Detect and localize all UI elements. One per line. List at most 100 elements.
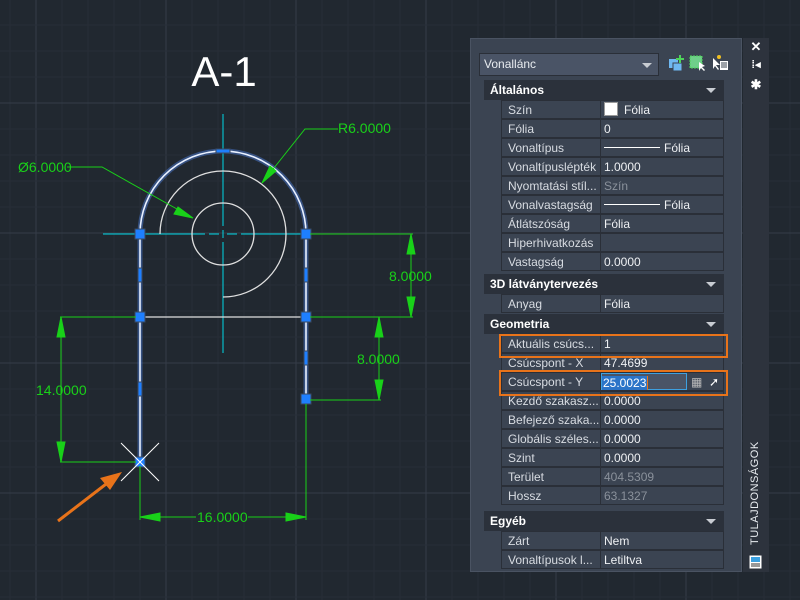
- property-value: Fólia: [664, 198, 691, 212]
- property-value-cell[interactable]: Nem: [601, 531, 724, 550]
- grip-mid[interactable]: [303, 350, 309, 366]
- auto-hide-icon[interactable]: ⁞◂: [751, 59, 761, 71]
- select-objects-icon[interactable]: [689, 54, 707, 72]
- property-value: Fólia: [604, 217, 631, 231]
- property-label: Zárt: [501, 531, 601, 550]
- property-row[interactable]: Zárt Nem: [501, 531, 724, 550]
- property-value: Letiltva: [604, 553, 643, 567]
- property-row[interactable]: Hiperhivatkozás: [501, 233, 724, 252]
- grip-mid[interactable]: [303, 267, 309, 283]
- property-label: Hossz: [501, 486, 601, 505]
- property-value-cell[interactable]: 0.0000: [601, 391, 724, 410]
- property-value-cell[interactable]: 404.5309: [601, 467, 724, 486]
- grip[interactable]: [300, 228, 312, 240]
- palette-title: TULAJDONSÁGOK: [749, 441, 761, 545]
- property-value-cell[interactable]: 0.0000: [601, 448, 724, 467]
- property-value: 0.0000: [604, 451, 641, 465]
- properties-icon[interactable]: [749, 555, 762, 569]
- property-row[interactable]: Szint 0.0000: [501, 448, 724, 467]
- grip[interactable]: [134, 228, 146, 240]
- section-header[interactable]: 3D látványtervezés: [484, 274, 724, 294]
- property-row[interactable]: Hossz 63.1327: [501, 486, 724, 505]
- property-value-cell[interactable]: Fólia: [601, 138, 724, 157]
- property-row[interactable]: Szín Fólia: [501, 100, 724, 119]
- property-value-cell[interactable]: 0: [601, 119, 724, 138]
- vertex-cursor-icon: [120, 442, 160, 482]
- grip[interactable]: [300, 311, 312, 323]
- property-value-cell[interactable]: Fólia: [601, 214, 724, 233]
- section-header[interactable]: Geometria: [484, 314, 724, 334]
- hole-circle[interactable]: [191, 202, 255, 266]
- property-row[interactable]: Nyomtatási stíl... Szín: [501, 176, 724, 195]
- dim-radius: R6.0000: [338, 120, 391, 136]
- chevron-down-icon: [706, 519, 716, 524]
- property-value-cell[interactable]: 63.1327: [601, 486, 724, 505]
- section-header[interactable]: Egyéb: [484, 511, 724, 531]
- object-type-value: Vonallánc: [484, 57, 537, 71]
- property-value-cell[interactable]: Fólia: [601, 294, 724, 313]
- property-row[interactable]: Vonalvastagság Fólia: [501, 195, 724, 214]
- property-row[interactable]: Kezdő szakasz... 0.0000: [501, 391, 724, 410]
- chevron-down-icon: [706, 282, 716, 287]
- property-label: Globális széles...: [501, 429, 601, 448]
- line-sample: [604, 204, 660, 205]
- close-icon[interactable]: ✕: [750, 39, 762, 54]
- property-row[interactable]: Csúcspont - Y 25.0023 ▦ ➚: [501, 372, 724, 391]
- section-indent: [484, 100, 501, 271]
- property-value: Fólia: [664, 141, 691, 155]
- property-row[interactable]: Terület 404.5309: [501, 467, 724, 486]
- property-value-cell[interactable]: 25.0023 ▦ ➚: [601, 372, 724, 391]
- property-value-cell[interactable]: 0.0000: [601, 429, 724, 448]
- chevron-down-icon: [642, 63, 652, 68]
- property-value-cell[interactable]: Szín: [601, 176, 724, 195]
- property-value: 25.0023: [602, 376, 649, 390]
- grip[interactable]: [134, 311, 146, 323]
- property-row[interactable]: Átlátszóság Fólia: [501, 214, 724, 233]
- color-swatch: [604, 102, 618, 116]
- property-label: Nyomtatási stíl...: [501, 176, 601, 195]
- grip-mid[interactable]: [215, 148, 231, 154]
- dimension-labels: R6.0000 Ø6.0000 8.0000 8.0000 14.0000 16…: [18, 120, 432, 525]
- property-label: Vastagság: [501, 252, 601, 271]
- property-label: Szín: [501, 100, 601, 119]
- section-header[interactable]: Általános: [484, 80, 724, 100]
- property-value-cell[interactable]: Letiltva: [601, 550, 724, 569]
- properties-palette: Vonallánc Általános Szín Fólia Fólia 0 Vonalt…: [470, 38, 742, 572]
- palette-side-strip: [743, 38, 769, 572]
- property-value-cell[interactable]: Fólia: [601, 100, 724, 119]
- line-sample: [604, 147, 660, 148]
- property-row[interactable]: Vonaltípus Fólia: [501, 138, 724, 157]
- property-value-cell[interactable]: 0.0000: [601, 410, 724, 429]
- section-title: Egyéb: [490, 514, 527, 528]
- vertex-y-input[interactable]: 25.0023: [601, 373, 687, 390]
- pick-point-icon[interactable]: ➚: [709, 375, 720, 389]
- property-row[interactable]: Anyag Fólia: [501, 294, 724, 313]
- property-label: Hiperhivatkozás: [501, 233, 601, 252]
- property-value: 0.0000: [604, 394, 641, 408]
- property-row[interactable]: Befejező szaka... 0.0000: [501, 410, 724, 429]
- property-row[interactable]: Globális széles... 0.0000: [501, 429, 724, 448]
- highlight-vertex-y: [499, 370, 728, 396]
- property-row[interactable]: Csúcspont - X 47.4699: [501, 353, 724, 372]
- grip-mid[interactable]: [137, 381, 143, 397]
- calculator-icon[interactable]: ▦: [691, 375, 703, 389]
- property-value-cell[interactable]: [601, 233, 724, 252]
- property-value: 0.0000: [604, 255, 641, 269]
- property-row[interactable]: Vonaltípuslépték 1.0000: [501, 157, 724, 176]
- property-value-cell[interactable]: 1.0000: [601, 157, 724, 176]
- toggle-pickadd-icon[interactable]: [667, 54, 685, 72]
- quick-select-icon[interactable]: [711, 54, 729, 72]
- gear-icon[interactable]: ✱: [750, 77, 762, 92]
- grip[interactable]: [300, 393, 312, 405]
- property-value-cell[interactable]: 0.0000: [601, 252, 724, 271]
- dim-diameter: Ø6.0000: [18, 159, 72, 175]
- property-row[interactable]: Vonaltípusok l... Letiltva: [501, 550, 724, 569]
- property-value-cell[interactable]: Fólia: [601, 195, 724, 214]
- property-row[interactable]: Vastagság 0.0000: [501, 252, 724, 271]
- grip-mid[interactable]: [137, 267, 143, 283]
- object-type-select[interactable]: Vonallánc: [479, 53, 659, 76]
- property-row[interactable]: Fólia 0: [501, 119, 724, 138]
- geometry[interactable]: [140, 170, 306, 318]
- section-title: Általános: [490, 83, 545, 97]
- arc[interactable]: [159, 170, 287, 298]
